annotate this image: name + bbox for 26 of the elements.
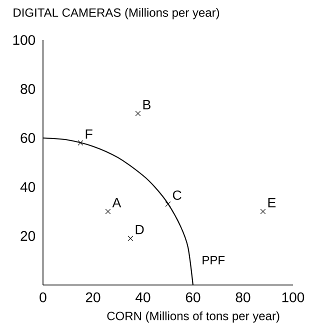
x-tick-label: 40 [136,292,150,302]
series-label: PPF [202,256,225,264]
point [128,236,134,242]
annotation: D [136,225,144,234]
x-tick-label: 60 [186,292,200,302]
y-tick-label: 80 [20,84,36,94]
y-tick-label: 100 [13,35,36,45]
y-tick-label: 20 [20,231,36,241]
annotation: B [143,100,150,110]
point [135,110,141,116]
x-tick-label: 20 [86,292,100,302]
annotation: E [268,198,276,208]
x-axis-title: CORN (Millions of tons per year) [107,311,280,323]
y-tick-label: 60 [20,133,36,143]
point [78,140,84,146]
annotation: F [86,129,92,139]
point [165,201,171,207]
y-axis-title: DIGITAL CAMERAS (Millions per year) [14,8,220,20]
x-tick-label: 80 [236,292,250,302]
annotation: A [112,198,122,208]
point [260,208,266,214]
annotation: C [172,190,182,200]
x-tick-label: 100 [282,292,304,302]
point [105,208,111,214]
y-tick-label: 40 [20,182,36,192]
x-tick-label: 0 [40,292,46,302]
